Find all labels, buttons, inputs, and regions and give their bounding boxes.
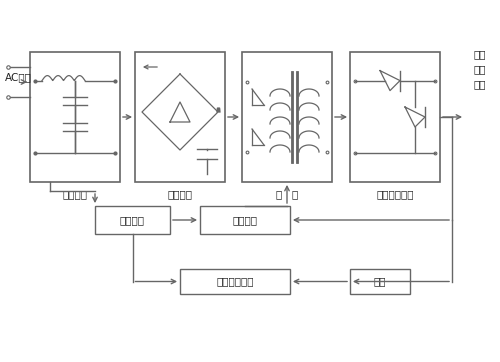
Text: 整流滤波: 整流滤波 <box>168 189 192 199</box>
Text: 直流: 直流 <box>474 64 486 74</box>
Bar <box>350 52 440 182</box>
Text: 输出整流滤波: 输出整流滤波 <box>376 189 414 199</box>
Bar <box>350 269 410 294</box>
Bar <box>180 269 290 294</box>
Text: 输出: 输出 <box>474 49 486 59</box>
Bar <box>135 52 225 182</box>
Text: 逆: 逆 <box>276 189 282 199</box>
Text: 检测: 检测 <box>374 277 386 286</box>
Text: 输入滤波: 输入滤波 <box>62 189 88 199</box>
Text: 保护动作电路: 保护动作电路 <box>216 277 254 286</box>
Text: 控制电路: 控制电路 <box>232 215 258 225</box>
Bar <box>95 206 170 234</box>
Text: 辅助电源: 辅助电源 <box>120 215 145 225</box>
Text: 变: 变 <box>292 189 298 199</box>
Bar <box>200 206 290 234</box>
Bar <box>242 52 332 182</box>
Bar <box>30 52 120 182</box>
Text: AC市电: AC市电 <box>5 72 32 82</box>
Text: 滤波: 滤波 <box>474 79 486 89</box>
